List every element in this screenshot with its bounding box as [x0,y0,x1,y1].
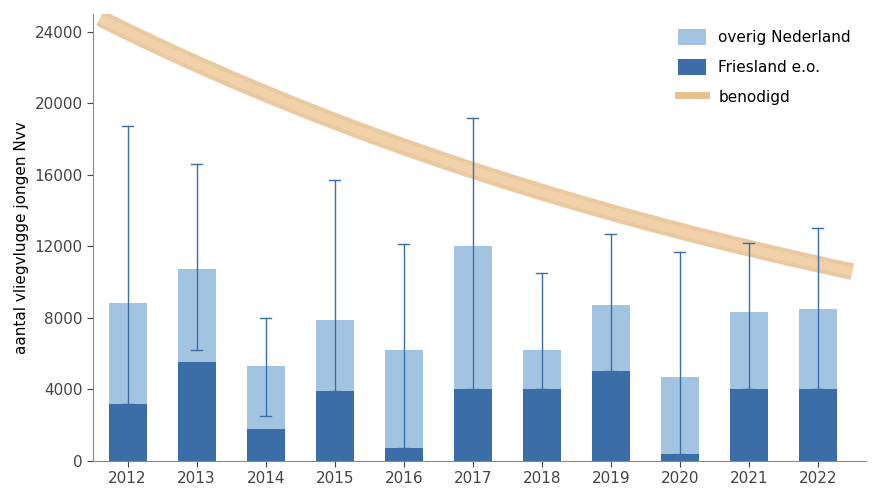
Bar [591,372,630,460]
Line: benodigd: benodigd [100,18,853,272]
benodigd [540,190,551,196]
Bar [454,389,492,460]
benodigd [95,15,106,21]
benodigd [555,194,566,200]
Y-axis label: aantal vliegvlugge jongen Nvv: aantal vliegvlugge jongen Nvv [14,121,29,354]
Bar [523,350,561,389]
Bar [108,304,147,404]
benodigd [847,268,858,274]
Bar [178,362,216,460]
Bar [730,389,767,460]
Legend: overig Nederland, Friesland e.o., benodigd: overig Nederland, Friesland e.o., benodi… [671,22,859,112]
Bar [246,366,284,428]
Bar [454,246,492,389]
Bar [799,389,837,460]
Bar [730,312,767,389]
Bar [799,309,837,389]
benodigd [776,253,787,259]
benodigd [729,242,739,248]
benodigd [98,16,108,22]
benodigd [543,191,554,197]
Bar [385,350,422,448]
Bar [108,404,147,460]
Bar [316,391,354,460]
Bar [246,428,284,460]
Bar [591,305,630,372]
Bar [385,448,422,460]
Bar [523,389,561,460]
Bar [316,320,354,391]
Bar [178,270,216,362]
Bar [661,376,699,454]
Bar [661,454,699,460]
